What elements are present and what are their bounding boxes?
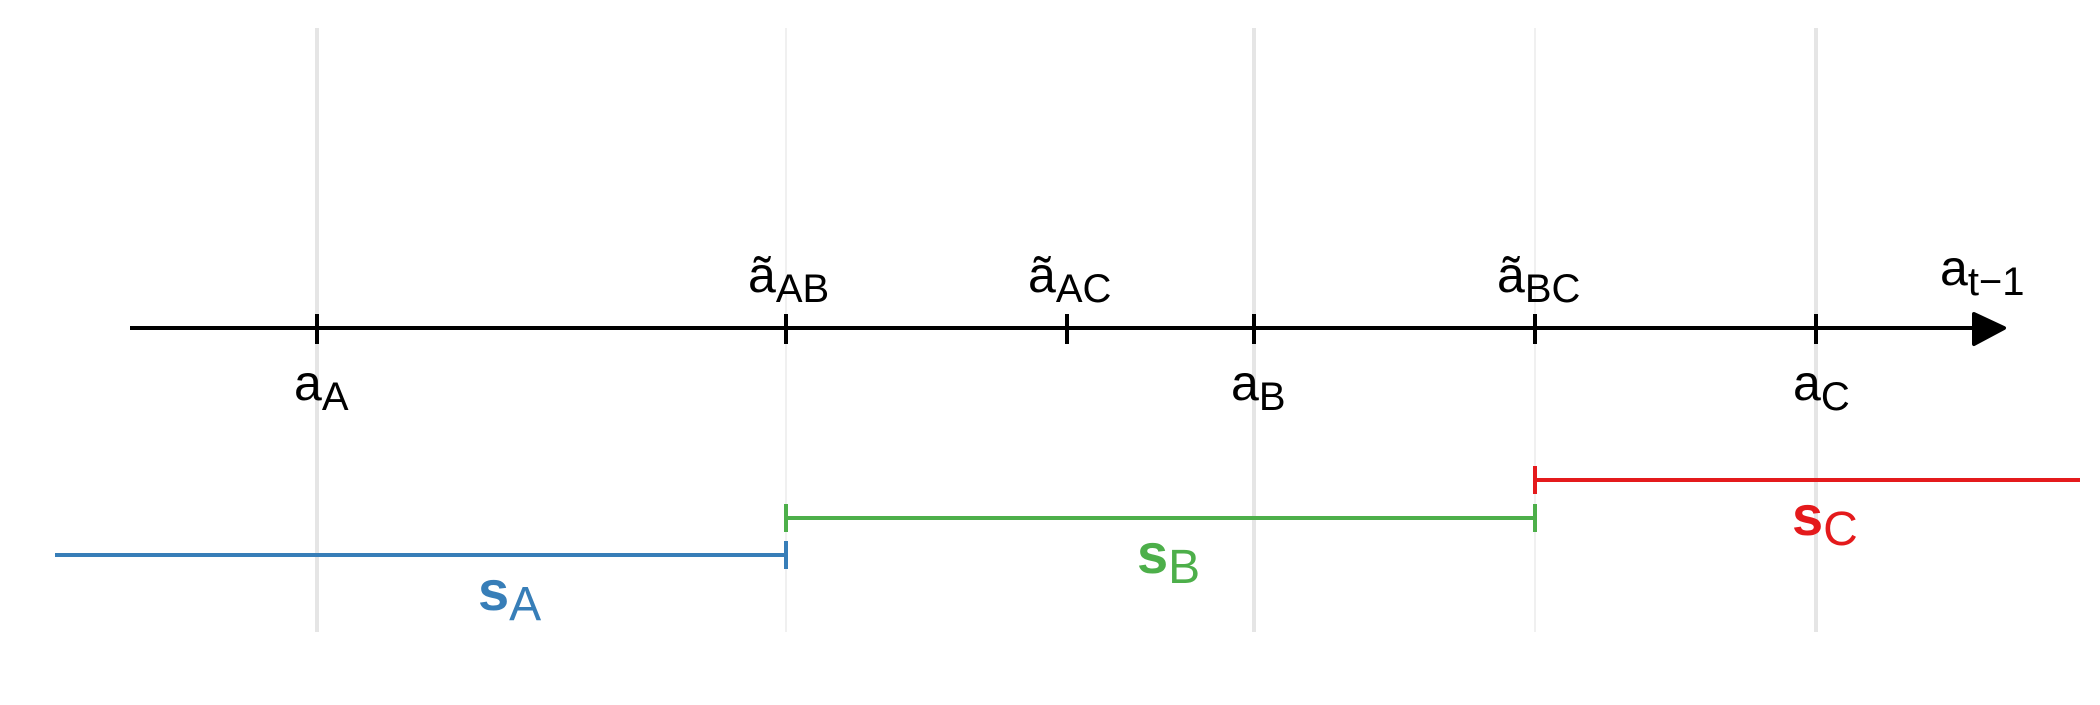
axis-arrowhead [1972, 312, 2006, 346]
label-aAC: ãAC [1028, 247, 1111, 311]
segment-sC: sC [1533, 466, 2080, 556]
label-aB: aB [1231, 355, 1286, 419]
label-aC: aC [1793, 355, 1850, 419]
axis [130, 312, 2006, 346]
segment-sA-label: sA [478, 559, 541, 631]
segment-sB: sB [784, 504, 1537, 594]
label-aAB: ãAB [748, 247, 829, 311]
segment-sB-label: sB [1137, 522, 1200, 594]
label-aA: aA [294, 355, 349, 419]
segment-sA: sA [55, 541, 788, 631]
axis-label: at−1 [1940, 240, 2025, 304]
segment-sC-label: sC [1792, 484, 1858, 556]
label-aBC: ãBC [1497, 247, 1580, 311]
